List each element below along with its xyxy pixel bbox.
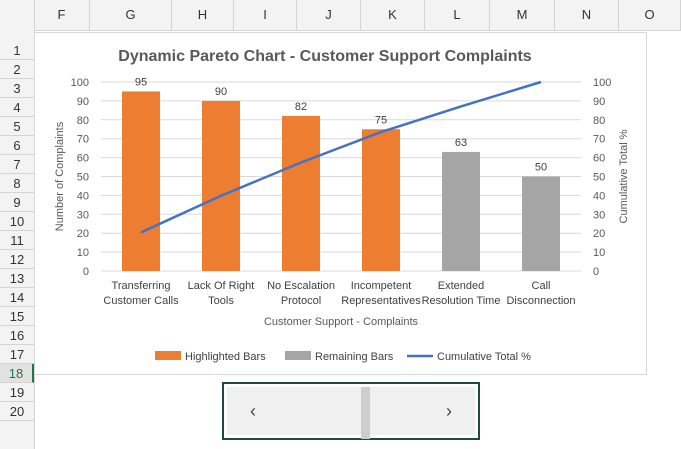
- row-header-6[interactable]: 6: [0, 136, 34, 155]
- cumulative-line: [140, 80, 542, 234]
- x-tick-label: Protocol: [281, 295, 321, 307]
- chevron-right-icon: ›: [446, 400, 452, 421]
- scrollbar-thumb[interactable]: [361, 387, 370, 439]
- y-tick-label: 20: [77, 228, 89, 240]
- x-tick-label: Tools: [208, 295, 234, 307]
- y-tick-label: 40: [77, 190, 89, 202]
- scrollbar-control[interactable]: ‹ ›: [222, 382, 480, 440]
- y-tick-label: 100: [71, 77, 89, 89]
- row-header-9[interactable]: 9: [0, 193, 34, 212]
- scroll-left-button[interactable]: ‹: [238, 387, 268, 435]
- chart-svg: Dynamic Pareto Chart - Customer Support …: [54, 48, 630, 363]
- y-tick-label: 50: [77, 172, 89, 184]
- row-header-18[interactable]: 18: [0, 364, 34, 383]
- y2-tick-label: 10: [593, 247, 605, 259]
- bar-data-label: 90: [215, 86, 227, 98]
- row-header-1[interactable]: 1: [0, 41, 34, 60]
- chart-title: Dynamic Pareto Chart - Customer Support …: [118, 48, 531, 65]
- column-header-m[interactable]: M: [490, 0, 555, 30]
- bar-data-label: 75: [375, 114, 387, 126]
- y2-tick-label: 80: [593, 115, 605, 127]
- x-tick-label: Lack Of Right: [188, 280, 255, 292]
- column-header-k[interactable]: K: [361, 0, 425, 30]
- bar-data-label: 50: [535, 162, 547, 174]
- row-header-11[interactable]: 11: [0, 231, 34, 250]
- row-header-13[interactable]: 13: [0, 269, 34, 288]
- bar: [362, 129, 400, 271]
- row-header-2[interactable]: 2: [0, 60, 34, 79]
- row-header-17[interactable]: 17: [0, 345, 34, 364]
- column-header-h[interactable]: H: [172, 0, 234, 30]
- row-header-12[interactable]: 12: [0, 250, 34, 269]
- column-header-f[interactable]: F: [34, 0, 90, 30]
- y2-tick-label: 30: [593, 209, 605, 221]
- y2-tick-label: 60: [593, 153, 605, 165]
- column-header-o[interactable]: O: [619, 0, 681, 30]
- x-tick-label: Incompetent: [351, 280, 412, 292]
- row-header-14[interactable]: 14: [0, 288, 34, 307]
- x-tick-label: Call: [532, 280, 551, 292]
- y-tick-label: 0: [83, 266, 89, 278]
- legend-label: Remaining Bars: [315, 351, 394, 363]
- row-header-7[interactable]: 7: [0, 155, 34, 174]
- y-tick-label: 90: [77, 96, 89, 108]
- bar: [202, 100, 240, 272]
- row-header-5[interactable]: 5: [0, 117, 34, 136]
- y-tick-label: 10: [77, 247, 89, 259]
- legend-label: Cumulative Total %: [437, 351, 531, 363]
- scroll-right-button[interactable]: ›: [434, 387, 464, 435]
- row-header-3[interactable]: 3: [0, 79, 34, 98]
- x-tick-label: Transferring: [112, 280, 171, 292]
- column-header-n[interactable]: N: [555, 0, 619, 30]
- scrollbar-track[interactable]: [227, 387, 475, 435]
- bar: [522, 176, 560, 271]
- bar: [122, 91, 160, 271]
- row-header-10[interactable]: 10: [0, 212, 34, 231]
- y2-tick-label: 90: [593, 96, 605, 108]
- y2-tick-label: 50: [593, 172, 605, 184]
- row-header-20[interactable]: 20: [0, 402, 34, 421]
- bar-data-label: 82: [295, 101, 307, 113]
- column-header-l[interactable]: L: [425, 0, 490, 30]
- row-header-8[interactable]: 8: [0, 174, 34, 193]
- bar-data-label: 63: [455, 137, 467, 149]
- bar-data-label: 95: [135, 76, 147, 88]
- row-header-19[interactable]: 19: [0, 383, 34, 402]
- row-header-16[interactable]: 16: [0, 326, 34, 345]
- y-tick-label: 80: [77, 115, 89, 127]
- y2-tick-label: 100: [593, 77, 611, 89]
- x-tick-label: Disconnection: [506, 295, 575, 307]
- x-axis-title: Customer Support - Complaints: [264, 316, 419, 328]
- select-all-corner[interactable]: [0, 0, 35, 30]
- bar: [282, 116, 320, 272]
- x-tick-label: Representatives: [341, 295, 421, 307]
- y2-tick-label: 40: [593, 190, 605, 202]
- column-header-bar: [0, 0, 681, 31]
- column-header-g[interactable]: G: [90, 0, 172, 30]
- y-tick-label: 70: [77, 134, 89, 146]
- x-tick-label: No Escalation: [267, 280, 335, 292]
- y2-tick-label: 0: [593, 266, 599, 278]
- y-axis-title: Number of Complaints: [54, 121, 66, 231]
- y2-tick-label: 20: [593, 228, 605, 240]
- bar: [442, 151, 480, 271]
- y2-axis-title: Cumulative Total %: [618, 129, 630, 223]
- row-header-4[interactable]: 4: [0, 98, 34, 117]
- column-header-i[interactable]: I: [234, 0, 297, 30]
- y-tick-label: 30: [77, 209, 89, 221]
- y-tick-label: 60: [77, 153, 89, 165]
- y2-tick-label: 70: [593, 134, 605, 146]
- row-header-15[interactable]: 15: [0, 307, 34, 326]
- legend-label: Highlighted Bars: [185, 351, 266, 363]
- pareto-chart[interactable]: Dynamic Pareto Chart - Customer Support …: [34, 32, 647, 375]
- legend-swatch: [285, 351, 311, 360]
- x-tick-label: Extended: [438, 280, 484, 292]
- column-header-j[interactable]: J: [297, 0, 361, 30]
- chevron-left-icon: ‹: [250, 400, 256, 421]
- x-tick-label: Resolution Time: [422, 295, 501, 307]
- legend-swatch: [155, 351, 181, 360]
- x-tick-label: Customer Calls: [103, 295, 179, 307]
